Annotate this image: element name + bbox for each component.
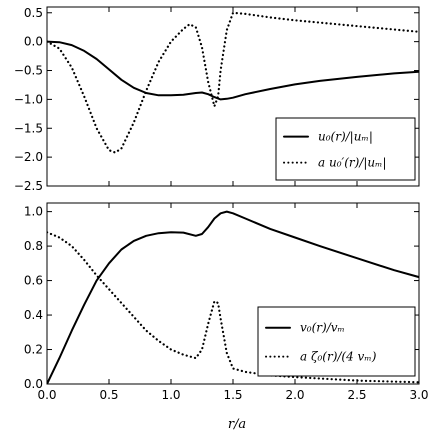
- bottom-panel: 0.0 0.2 0.4 0.6 0.8 1.0 0.0 0.5 1.0 1.5 2.0 2.5 3.0 v…: [24, 202, 429, 402]
- x-tick-label: 1.5: [223, 388, 242, 402]
- y-tick-label: 0.8: [24, 239, 43, 253]
- y-tick-label: 0.0: [24, 35, 43, 49]
- legend-label: v₀(r)/vₘ: [300, 321, 345, 335]
- y-tick-label: 0.2: [24, 343, 43, 357]
- legend-label: a u₀′(r)/|uₘ|: [318, 156, 387, 170]
- y-tick-label: −1.0: [14, 92, 43, 106]
- series-line-solid: [47, 40, 419, 101]
- x-tick-label: 0.5: [99, 388, 118, 402]
- x-tick-label: 1.0: [161, 388, 180, 402]
- series-line-dotted: [47, 11, 419, 154]
- x-tick-label: 2.0: [285, 388, 304, 402]
- series-line-dotted: [47, 231, 419, 384]
- legend: v₀(r)/vₘ a ζ₀(r)/(4 vₘ): [257, 306, 416, 377]
- legend: u₀(r)/|uₘ| a u₀′(r)/|uₘ|: [275, 117, 416, 181]
- y-tick-label: 0.5: [24, 6, 43, 20]
- x-tick-label: 2.5: [347, 388, 366, 402]
- y-tick-label: −2.0: [14, 150, 43, 164]
- top-panel: 0.5 0.0 −0.5 −1.0 −1.5 −2.0 −2.5 u₀(r)/|uₘ| a u₀…: [14, 6, 420, 193]
- y-tick-label: −1.5: [14, 121, 43, 135]
- legend-label: a ζ₀(r)/(4 vₘ): [300, 350, 377, 364]
- y-tick-label: 0.0: [24, 377, 43, 391]
- y-tick-label: −2.5: [14, 179, 43, 193]
- y-tick-label: 0.6: [24, 274, 43, 288]
- y-tick-label: 0.4: [24, 308, 43, 322]
- y-tick-label: 1.0: [24, 205, 43, 219]
- x-tick-label: 0.0: [37, 388, 56, 402]
- series-line-solid: [47, 210, 419, 384]
- x-tick-label: 3.0: [409, 388, 428, 402]
- y-tick-label: −0.5: [14, 64, 43, 78]
- x-axis-label: r/a: [228, 417, 246, 432]
- legend-box: [257, 306, 416, 377]
- legend-label: u₀(r)/|uₘ|: [318, 130, 373, 144]
- legend-box: [275, 117, 416, 181]
